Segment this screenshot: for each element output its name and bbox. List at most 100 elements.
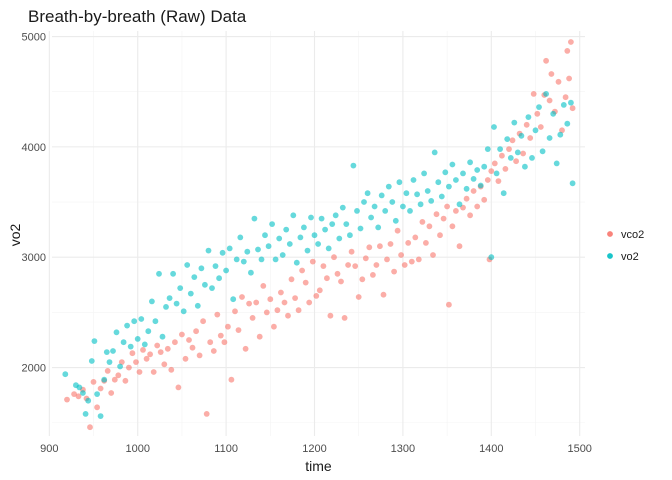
point-vco2 (104, 368, 111, 374)
point-vo2 (371, 203, 378, 210)
point-vo2 (170, 270, 177, 277)
point-vo2 (442, 169, 449, 176)
point-vo2 (507, 155, 514, 161)
point-vo2 (491, 124, 497, 130)
x-axis-ticks: 900 1000 1100 1200 1300 1400 1500 (40, 443, 592, 455)
y-tick-label: 2000 (22, 363, 46, 375)
point-vo2 (414, 191, 420, 198)
point-vo2 (124, 322, 130, 329)
point-vco2 (133, 359, 139, 365)
point-vco2 (64, 396, 70, 403)
point-vco2 (408, 258, 415, 265)
point-vco2 (463, 195, 470, 202)
point-vo2 (557, 131, 564, 138)
point-vco2 (327, 312, 334, 319)
point-vo2 (269, 221, 275, 228)
point-vco2 (75, 393, 82, 400)
point-vco2 (267, 296, 274, 303)
point-vco2 (299, 267, 305, 274)
point-vo2 (240, 258, 247, 265)
point-vco2 (488, 168, 495, 175)
point-vco2 (129, 350, 136, 357)
point-vo2 (546, 135, 553, 141)
y-axis-label: vo2 (7, 224, 23, 247)
point-vo2 (301, 224, 307, 231)
point-vco2 (456, 243, 463, 250)
point-vo2 (304, 247, 311, 254)
point-vo2 (357, 225, 364, 232)
point-vco2 (189, 344, 196, 351)
point-vco2 (449, 223, 456, 230)
point-vco2 (520, 150, 526, 157)
point-vco2 (260, 283, 267, 289)
point-vo2 (488, 254, 495, 261)
y-tick-label: 5000 (22, 32, 46, 44)
series-vco2 (64, 39, 576, 431)
point-vo2 (417, 201, 424, 208)
point-vo2 (159, 333, 166, 340)
point-vco2 (568, 39, 574, 45)
point-vo2 (255, 246, 261, 253)
point-vco2 (370, 272, 376, 278)
point-vco2 (175, 384, 182, 391)
point-vo2 (449, 161, 456, 168)
point-vo2 (560, 102, 567, 108)
point-vo2 (173, 300, 180, 307)
point-vco2 (200, 318, 207, 325)
point-vo2 (525, 114, 532, 120)
point-vo2 (463, 185, 470, 192)
point-vco2 (387, 241, 394, 247)
point-vo2 (364, 190, 371, 197)
point-vo2 (62, 371, 69, 378)
point-vo2 (311, 232, 318, 239)
point-vco2 (285, 312, 291, 319)
point-vco2 (348, 248, 355, 255)
point-vco2 (242, 345, 249, 352)
point-vo2 (424, 188, 431, 194)
point-vco2 (253, 299, 260, 306)
point-vo2 (375, 224, 382, 231)
point-vo2 (131, 318, 138, 325)
point-vo2 (493, 170, 500, 177)
point-vo2 (403, 190, 410, 197)
point-vo2 (543, 91, 549, 97)
point-vo2 (152, 318, 159, 325)
point-vco2 (430, 252, 436, 258)
point-vo2 (553, 160, 560, 167)
y-tick-label: 4000 (22, 142, 46, 154)
point-vco2 (143, 355, 150, 362)
point-vo2 (286, 241, 293, 247)
point-vco2 (271, 323, 277, 330)
point-vco2 (509, 137, 516, 144)
point-vo2 (187, 290, 194, 297)
x-tick-label: 1500 (567, 443, 591, 455)
point-vo2 (392, 217, 399, 224)
point-vo2 (226, 245, 233, 252)
point-vo2 (389, 199, 396, 205)
point-vo2 (297, 234, 304, 241)
point-vco2 (274, 307, 281, 314)
point-vo2 (504, 136, 511, 143)
x-axis-label: time (305, 458, 332, 474)
point-vo2 (438, 193, 445, 200)
point-vo2 (276, 235, 283, 242)
point-vo2 (82, 411, 89, 417)
point-vo2 (446, 183, 452, 190)
point-vo2 (385, 183, 392, 190)
point-vo2 (354, 208, 360, 214)
point-vco2 (179, 331, 185, 338)
point-vo2 (500, 190, 507, 197)
point-vo2 (262, 232, 268, 239)
point-vco2 (569, 105, 576, 112)
y-tick-label: 3000 (22, 252, 46, 264)
point-vco2 (172, 339, 178, 346)
point-vco2 (111, 376, 118, 383)
point-vco2 (108, 390, 115, 396)
point-vo2 (166, 295, 173, 301)
point-vo2 (163, 304, 169, 310)
point-vco2 (527, 135, 534, 141)
point-vco2 (309, 258, 316, 265)
point-vco2 (157, 349, 164, 355)
point-vo2 (368, 214, 374, 221)
